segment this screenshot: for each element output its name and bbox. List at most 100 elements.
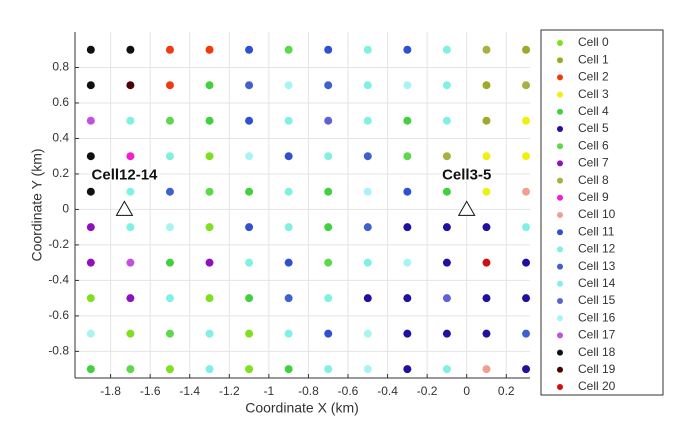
point bbox=[86, 81, 95, 90]
x-axis-label: Coordinate X (km) bbox=[245, 400, 359, 416]
point bbox=[284, 152, 293, 161]
point bbox=[245, 258, 254, 267]
point bbox=[522, 258, 531, 267]
point bbox=[205, 81, 214, 90]
point bbox=[363, 223, 372, 232]
legend-label: Cell 11 bbox=[578, 224, 615, 238]
legend-marker bbox=[557, 91, 563, 98]
y-tick-label: 0.6 bbox=[52, 95, 69, 109]
legend-label: Cell 2 bbox=[578, 70, 609, 84]
x-tick-label: -1.6 bbox=[140, 384, 161, 398]
legend-label: Cell 7 bbox=[578, 156, 609, 170]
point bbox=[324, 116, 333, 125]
point bbox=[324, 187, 333, 196]
x-tick-label: -1.2 bbox=[219, 384, 240, 398]
x-tick-label: -1.8 bbox=[100, 384, 121, 398]
point bbox=[205, 45, 214, 54]
point bbox=[403, 365, 412, 374]
point bbox=[482, 116, 491, 125]
legend-marker bbox=[557, 108, 563, 115]
legend-label: Cell 14 bbox=[578, 276, 616, 290]
point bbox=[442, 116, 451, 125]
point bbox=[482, 294, 491, 303]
point bbox=[284, 294, 293, 303]
point bbox=[86, 187, 95, 196]
point bbox=[522, 294, 531, 303]
point bbox=[86, 45, 95, 54]
point bbox=[284, 329, 293, 338]
legend-label: Cell 20 bbox=[578, 379, 616, 393]
point bbox=[126, 365, 135, 374]
point bbox=[403, 116, 412, 125]
point bbox=[363, 365, 372, 374]
point bbox=[522, 81, 531, 90]
point bbox=[442, 365, 451, 374]
point bbox=[403, 294, 412, 303]
point bbox=[126, 152, 135, 161]
x-tick-label: -0.2 bbox=[417, 384, 438, 398]
point bbox=[165, 223, 174, 232]
legend-label: Cell 17 bbox=[578, 328, 616, 342]
point bbox=[403, 329, 412, 338]
legend-marker bbox=[557, 126, 563, 132]
legend-label: Cell 12 bbox=[578, 242, 616, 256]
point bbox=[245, 45, 254, 54]
point bbox=[245, 187, 254, 196]
point bbox=[205, 223, 214, 232]
legend-marker bbox=[557, 349, 563, 356]
legend-label: Cell 18 bbox=[578, 345, 616, 359]
legend-marker bbox=[557, 74, 563, 81]
legend-marker bbox=[557, 384, 563, 390]
point bbox=[284, 45, 293, 54]
legend-marker bbox=[557, 280, 563, 287]
x-tick-label: -1.4 bbox=[179, 384, 200, 398]
legend-marker bbox=[557, 194, 563, 201]
point bbox=[126, 81, 135, 90]
point bbox=[86, 152, 95, 161]
point bbox=[363, 116, 372, 125]
y-tick-label: 0 bbox=[62, 202, 69, 216]
point bbox=[403, 223, 412, 232]
point bbox=[126, 223, 135, 232]
point bbox=[86, 116, 95, 125]
x-tick-label: 0 bbox=[463, 384, 470, 398]
point bbox=[324, 223, 333, 232]
point bbox=[363, 152, 372, 161]
legend-label: Cell 10 bbox=[578, 207, 616, 221]
point bbox=[363, 45, 372, 54]
point bbox=[126, 187, 135, 196]
y-tick-label: 0.8 bbox=[52, 60, 69, 74]
point bbox=[284, 116, 293, 125]
point bbox=[205, 329, 214, 338]
point bbox=[522, 223, 531, 232]
y-tick-label: 0.2 bbox=[52, 166, 69, 180]
point bbox=[324, 258, 333, 267]
legend-label: Cell 3 bbox=[578, 87, 609, 101]
point bbox=[522, 116, 531, 125]
point bbox=[284, 365, 293, 374]
point bbox=[165, 187, 174, 196]
legend-marker bbox=[557, 332, 563, 339]
legend-marker bbox=[557, 315, 563, 322]
legend-label: Cell 9 bbox=[578, 190, 609, 204]
point bbox=[86, 223, 95, 232]
point bbox=[165, 45, 174, 54]
point bbox=[403, 81, 412, 90]
point bbox=[363, 294, 372, 303]
point bbox=[245, 365, 254, 374]
point bbox=[324, 152, 333, 161]
x-tick-label: -0.6 bbox=[338, 384, 359, 398]
x-tick-label: 0.2 bbox=[498, 384, 515, 398]
point bbox=[324, 81, 333, 90]
point bbox=[482, 329, 491, 338]
point bbox=[86, 258, 95, 267]
point bbox=[284, 81, 293, 90]
point bbox=[522, 187, 531, 196]
point bbox=[245, 223, 254, 232]
point bbox=[482, 187, 491, 196]
point bbox=[482, 152, 491, 161]
legend-marker bbox=[557, 160, 563, 167]
annotation-marker bbox=[457, 200, 476, 216]
point bbox=[403, 258, 412, 267]
